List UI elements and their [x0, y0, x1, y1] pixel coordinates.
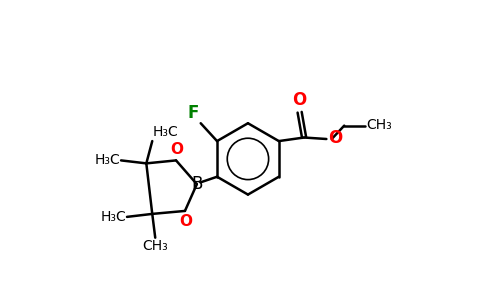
- Text: O: O: [328, 129, 342, 147]
- Text: O: O: [170, 142, 183, 158]
- Text: O: O: [292, 91, 307, 109]
- Text: CH₃: CH₃: [366, 118, 392, 132]
- Text: F: F: [188, 104, 199, 122]
- Text: B: B: [191, 175, 202, 193]
- Text: H₃C: H₃C: [94, 153, 120, 167]
- Text: H₃C: H₃C: [100, 210, 126, 224]
- Text: H₃C: H₃C: [153, 125, 179, 139]
- Text: CH₃: CH₃: [142, 239, 168, 254]
- Text: O: O: [179, 214, 192, 229]
